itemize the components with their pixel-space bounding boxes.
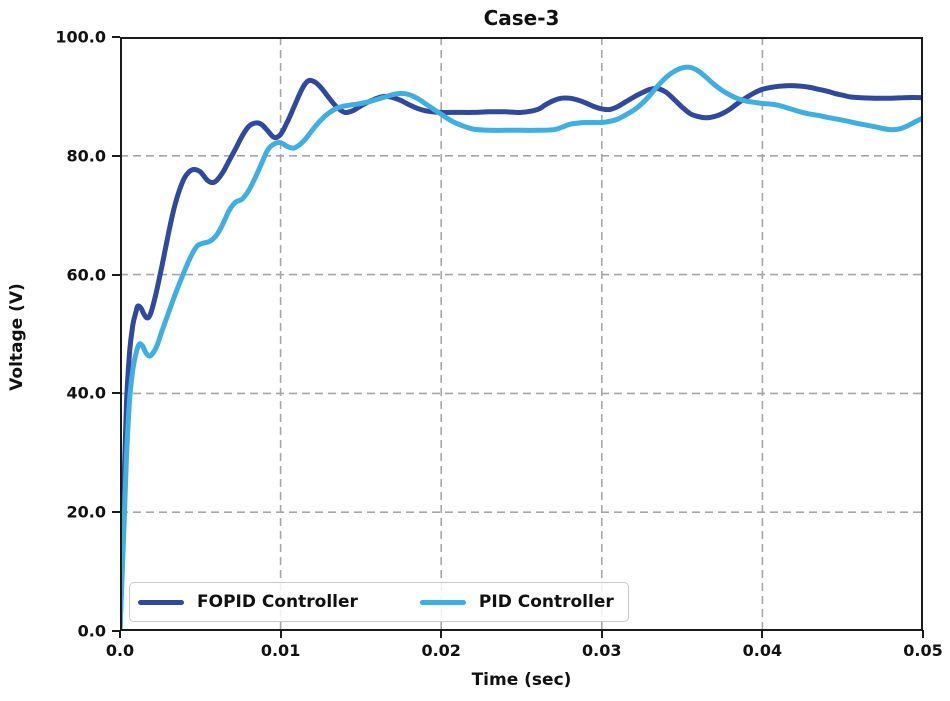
x-tick-label: 0.01 [260, 641, 301, 660]
series-line-fopid-controller [120, 77, 923, 631]
y-tick-label: 20.0 [66, 502, 106, 522]
y-tick-mark [112, 630, 120, 632]
y-tick-label: 40.0 [66, 383, 106, 403]
legend-entry-fopid: FOPID Controller [138, 592, 358, 612]
x-tick-label: 0.03 [582, 641, 622, 660]
x-tick-mark [922, 630, 924, 638]
plot-area: FOPID Controller PID Controller [120, 37, 923, 631]
y-tick-mark [112, 36, 120, 38]
chart-canvas [120, 37, 923, 631]
x-tick-label: 0.05 [903, 641, 943, 660]
y-tick-label: 0.0 [77, 621, 106, 641]
fopid-line-swatch [138, 599, 184, 605]
series-line-pid-controller [120, 64, 923, 631]
chart-title: Case-3 [483, 6, 560, 30]
y-tick-label: 80.0 [66, 146, 106, 166]
legend-label-pid: PID Controller [478, 592, 614, 612]
x-tick-label: 0.0 [105, 641, 135, 660]
x-tick-label: 0.02 [421, 641, 461, 660]
x-axis-label: Time (sec) [471, 670, 572, 690]
x-tick-mark [279, 630, 282, 638]
y-tick-mark [112, 511, 120, 514]
pid-line-swatch [419, 599, 466, 605]
y-tick-mark [112, 154, 120, 157]
y-axis-label: Voltage (V) [7, 283, 27, 391]
y-tick-mark [112, 273, 120, 276]
y-tick-mark [112, 392, 120, 395]
x-tick-mark [600, 630, 603, 638]
x-tick-mark [119, 630, 121, 638]
x-tick-mark [440, 630, 443, 638]
y-tick-label: 100.0 [55, 27, 106, 47]
legend: FOPID Controller PID Controller [129, 582, 629, 622]
x-tick-label: 0.04 [742, 641, 783, 660]
legend-label-fopid: FOPID Controller [197, 592, 358, 612]
legend-entry-pid: PID Controller [419, 592, 614, 612]
x-tick-mark [761, 630, 764, 638]
axes-frame [120, 37, 923, 631]
y-tick-label: 60.0 [66, 265, 106, 285]
